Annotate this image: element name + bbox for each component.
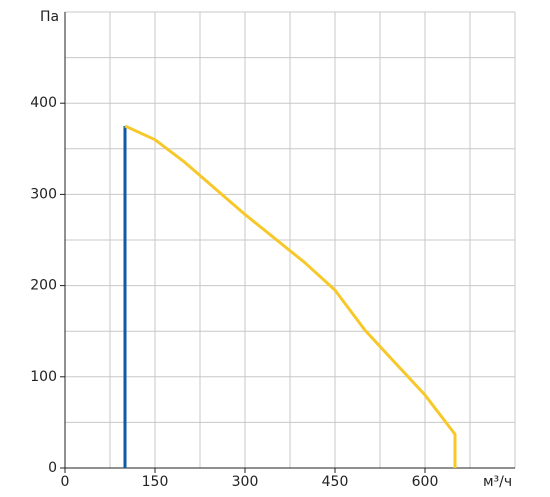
y-tick-label: 0 [48,460,57,476]
y-axis-label: Па [40,9,59,25]
x-tick-label: 600 [412,474,439,490]
x-tick-label: 0 [61,474,70,490]
x-tick-label: 150 [142,474,169,490]
y-tick-label: 300 [30,186,57,202]
y-tick-label: 100 [30,369,57,385]
x-tick-label: 300 [232,474,259,490]
series-line [124,124,457,468]
y-tick-label: 200 [30,278,57,294]
x-axis-label: м³/ч [483,474,512,490]
x-tick-label: 450 [322,474,349,490]
y-tick-label: 400 [30,95,57,111]
